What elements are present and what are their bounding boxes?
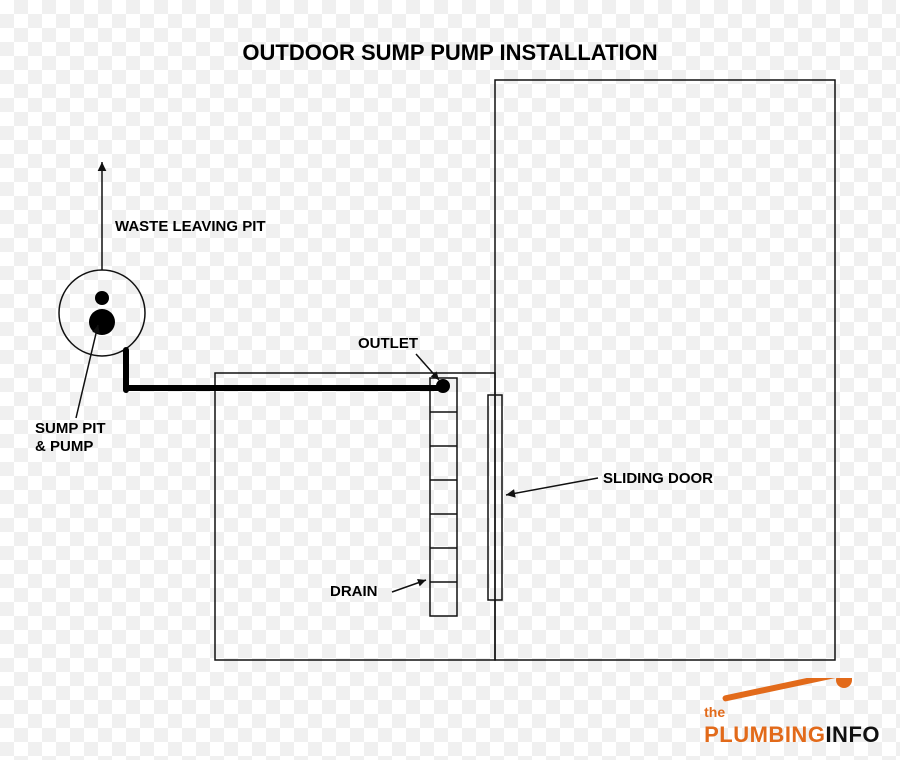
diagram-canvas — [0, 0, 900, 760]
logo-text-main: PLUMBINGINFO — [704, 722, 880, 748]
label-outlet: OUTLET — [358, 335, 418, 353]
label-waste-leaving-pit: WASTE LEAVING PIT — [115, 218, 266, 236]
logo: the PLUMBINGINFO — [704, 678, 880, 748]
label-sliding-door: SLIDING DOOR — [603, 470, 713, 488]
logo-text-the: the — [704, 704, 725, 720]
logo-text-hl: PLUMBING — [704, 722, 825, 747]
label-sump-pit-and-pump: SUMP PIT & PUMP — [35, 420, 106, 456]
logo-text-rest: INFO — [825, 722, 880, 747]
label-drain: DRAIN — [330, 583, 378, 601]
